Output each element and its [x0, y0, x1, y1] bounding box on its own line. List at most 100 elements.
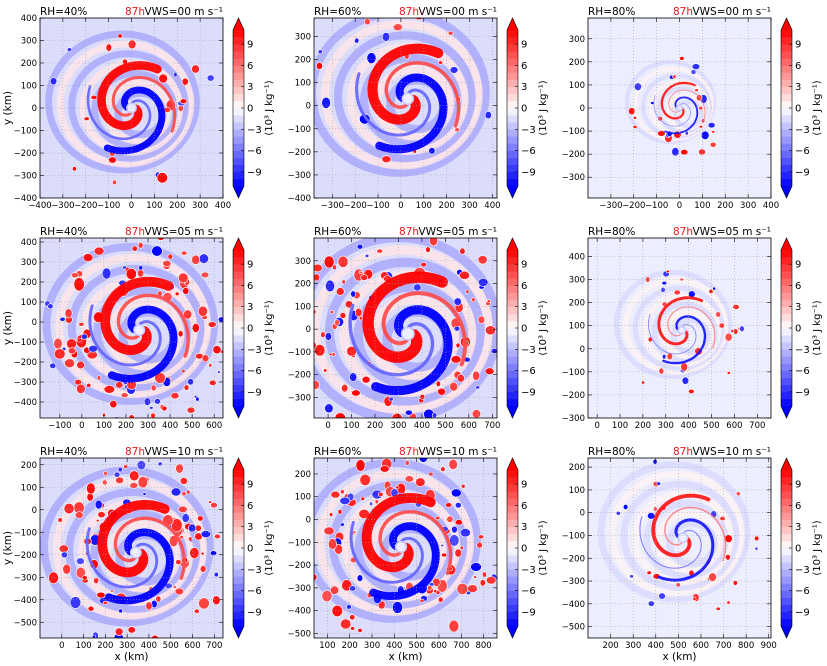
- x-tick-label: 400: [681, 421, 697, 431]
- colorbar-extend-bottom: [507, 406, 518, 418]
- colorbar-segment: [233, 540, 244, 549]
- y-tick-label: 0: [32, 104, 37, 114]
- colorbar-segment: [233, 93, 244, 102]
- x-tick-label: 0: [325, 421, 330, 431]
- convective-cell: [182, 287, 190, 295]
- colorbar-tick-label: −9: [795, 387, 810, 398]
- colorbar-outline: [232, 17, 245, 199]
- convective-cell: [735, 491, 741, 497]
- colorbar-segment: [781, 505, 792, 513]
- colorbar-segment: [507, 292, 518, 300]
- convective-cell: [186, 489, 191, 495]
- y-tick-label: 0: [580, 345, 585, 355]
- y-tick-label: −200: [288, 148, 311, 158]
- convective-cell: [94, 499, 103, 510]
- convective-cell: [86, 382, 92, 388]
- convective-cell: [658, 592, 666, 600]
- y-tick-label: 0: [32, 318, 37, 328]
- convective-cell: [354, 37, 360, 44]
- colorbar-tick-label: −9: [247, 167, 262, 178]
- colorbar-segment: [507, 335, 518, 343]
- colorbar-segment: [781, 150, 792, 158]
- convective-cell: [477, 315, 486, 324]
- convective-cell: [467, 584, 478, 593]
- y-tick-label: −300: [14, 172, 37, 182]
- x-tick-label: 300: [658, 421, 674, 431]
- colorbar-extend-bottom: [233, 406, 244, 418]
- convective-cell: [357, 628, 363, 633]
- colorbar-extend-top: [507, 18, 518, 30]
- convective-cell: [712, 286, 717, 291]
- x-tick-label: 600: [693, 641, 709, 651]
- convective-cell: [208, 379, 217, 386]
- panel-vws-label: VWS=05 m s⁻¹: [144, 226, 223, 238]
- x-tick-label: 0: [594, 421, 599, 431]
- colorbar-segment: [507, 250, 518, 258]
- convective-cell: [360, 496, 366, 501]
- colorbar-outline: [506, 457, 519, 639]
- spiral-arm: [648, 313, 697, 355]
- colorbar-tick-label: 3: [247, 302, 253, 313]
- convective-cell: [181, 369, 186, 374]
- colorbar-tick-label: −9: [795, 607, 810, 618]
- colorbar-segment: [781, 512, 792, 520]
- convective-cell: [369, 501, 374, 506]
- x-tick-label: 100: [146, 201, 162, 211]
- panel-1: −400 −300 −200 −100 0 100 200 300 400−400−300−20…: [2, 6, 275, 211]
- colorbar-segment: [781, 278, 792, 286]
- convective-cell: [199, 565, 207, 573]
- convective-cell: [122, 265, 127, 270]
- convective-cell: [155, 595, 162, 603]
- convective-cell: [650, 101, 655, 105]
- convective-cell: [657, 130, 666, 137]
- convective-cell: [485, 325, 496, 336]
- convective-cell: [684, 130, 689, 136]
- panel-5: 0 100 200 300 400 500 600 700 −300 −200 −100 0 100 20…: [288, 226, 549, 431]
- convective-cell: [435, 590, 441, 595]
- spiral-arm: [88, 304, 162, 367]
- colorbar-segment: [233, 320, 244, 329]
- convective-cell: [456, 582, 469, 595]
- panel-field: [40, 238, 223, 418]
- convective-cell: [191, 254, 201, 265]
- colorbar-segment: [507, 356, 518, 364]
- colorbar-segment: [507, 136, 518, 144]
- convective-cell: [484, 367, 495, 375]
- convective-cell: [137, 269, 145, 278]
- x-tick-label: 0: [677, 201, 682, 211]
- colorbar-extend-top: [233, 18, 244, 30]
- y-tick-label: −300: [288, 584, 311, 594]
- colorbar-segment: [507, 100, 518, 109]
- colorbar-segment: [233, 122, 244, 130]
- panel-9: 200 300 400 500 600 700 800 900−500−400−300−200…: [562, 446, 823, 663]
- colorbar-segment: [507, 264, 518, 272]
- x-tick-label: 200: [439, 201, 455, 211]
- colorbar-segment: [507, 93, 518, 102]
- x-tick-label: −300: [321, 201, 344, 211]
- colorbar-segment: [233, 611, 244, 620]
- panel-rh-label: RH=80%: [588, 6, 635, 18]
- spiral-arm: [367, 43, 444, 125]
- colorbar-segment: [781, 349, 792, 357]
- panel-frame: [313, 237, 498, 419]
- convective-cell: [453, 325, 461, 332]
- panel-8: 100 200 300 400 500 600 700 800−500−400−300−200…: [288, 446, 549, 663]
- colorbar-segment: [233, 391, 244, 400]
- colorbar-tick-label: 9: [795, 40, 801, 51]
- convective-cell: [698, 148, 706, 156]
- convective-cell: [739, 325, 745, 332]
- x-tick-label: 100: [612, 421, 628, 431]
- x-tick-label: 200: [342, 641, 358, 651]
- colorbar-segment: [781, 136, 792, 144]
- x-tick-label: 800: [738, 641, 754, 651]
- colorbar-segment: [781, 391, 792, 400]
- x-tick-label: 300: [461, 201, 477, 211]
- colorbar-segment: [507, 597, 518, 606]
- y-tick-label: 300: [295, 257, 311, 267]
- convective-cell: [314, 263, 323, 273]
- convective-cell: [646, 570, 652, 575]
- convective-cell: [123, 464, 129, 469]
- x-tick-label: 100: [96, 421, 112, 431]
- colorbar-segment: [507, 604, 518, 613]
